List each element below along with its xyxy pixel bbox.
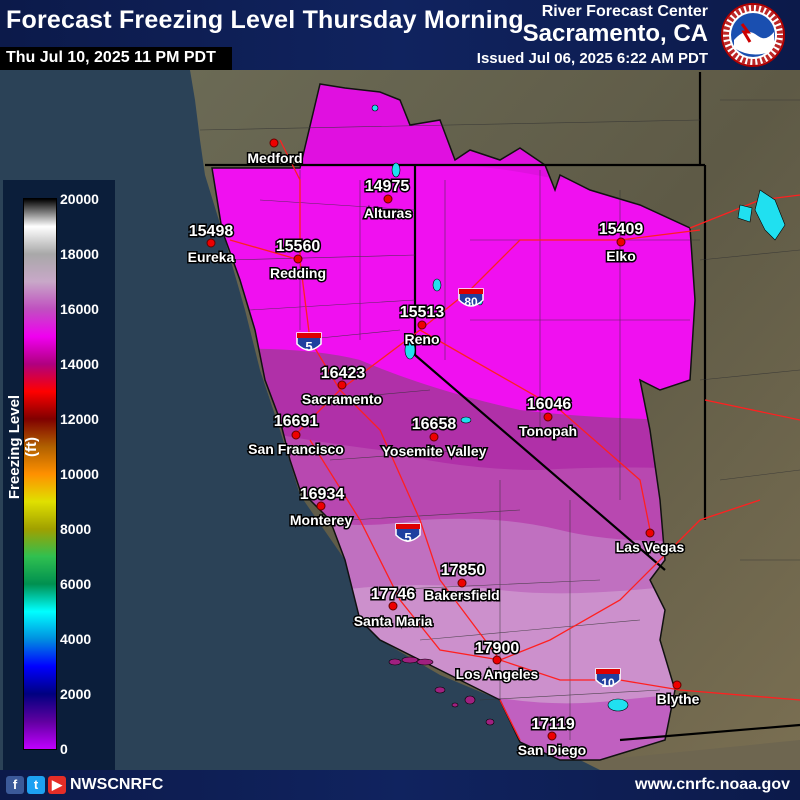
legend-tick: 14000 xyxy=(60,356,99,372)
svg-text:14975: 14975 xyxy=(365,178,410,195)
legend-tick: 0 xyxy=(60,741,68,757)
legend-tick: 2000 xyxy=(60,686,92,702)
station-los-angeles: 17900 Los Angeles xyxy=(454,639,540,684)
station-santa-maria: 17746 Santa Maria xyxy=(352,585,434,631)
legend-title: Freezing Level (ft) xyxy=(6,394,40,500)
svg-text:17850: 17850 xyxy=(441,562,486,579)
svg-text:16658: 16658 xyxy=(412,416,457,433)
svg-text:San Francisco: San Francisco xyxy=(248,441,344,457)
station-reno: 15513 Reno xyxy=(398,303,446,349)
station-redding: 15560 Redding xyxy=(269,237,328,283)
youtube-icon[interactable]: ▶ xyxy=(48,776,66,794)
svg-text:5: 5 xyxy=(305,339,312,354)
svg-text:15513: 15513 xyxy=(400,304,445,321)
svg-text:Bakersfield: Bakersfield xyxy=(424,587,499,603)
station-san-diego: 17119 San Diego xyxy=(516,715,587,760)
svg-text:17900: 17900 xyxy=(475,640,520,657)
legend-tick: 4000 xyxy=(60,631,92,647)
station-sacramento: 16423 Sacramento xyxy=(300,364,383,409)
svg-text:5: 5 xyxy=(404,530,411,545)
svg-text:Los Angeles: Los Angeles xyxy=(456,666,539,682)
legend-tick: 18000 xyxy=(60,246,99,262)
station-medford: Medford xyxy=(246,138,304,168)
center-label: River Forecast Center xyxy=(541,3,708,20)
station-bakersfield: 17850 Bakersfield xyxy=(423,561,501,605)
svg-text:Las Vegas: Las Vegas xyxy=(616,539,685,555)
interstate-shield-5-south: 5 xyxy=(395,523,421,545)
interstate-shield-5-north: 5 xyxy=(296,332,322,354)
svg-text:Monterey: Monterey xyxy=(290,512,352,528)
svg-text:Santa Maria: Santa Maria xyxy=(354,613,433,629)
svg-text:Elko: Elko xyxy=(606,248,636,264)
station-eureka: 15498 Eureka xyxy=(186,222,236,267)
svg-text:Yosemite Valley: Yosemite Valley xyxy=(382,443,487,459)
svg-text:Eureka: Eureka xyxy=(188,249,235,265)
legend-tick: 8000 xyxy=(60,521,92,537)
svg-text:80: 80 xyxy=(464,295,478,309)
interstate-shield-10: 10 xyxy=(595,668,621,690)
svg-text:Reno: Reno xyxy=(405,331,440,347)
station-elko: 15409 Elko xyxy=(597,220,645,266)
svg-text:16423: 16423 xyxy=(321,365,366,382)
svg-text:16934: 16934 xyxy=(300,486,345,503)
station-alturas: 14975 Alturas xyxy=(362,177,413,223)
svg-text:Medford: Medford xyxy=(247,150,302,166)
channel-islands xyxy=(388,656,495,726)
state-borders xyxy=(205,72,800,742)
valid-time: Thu Jul 10, 2025 11 PM PDT xyxy=(0,47,232,70)
facebook-icon[interactable]: f xyxy=(6,776,24,794)
website-link[interactable]: www.cnrfc.noaa.gov xyxy=(635,776,790,793)
station-yosemite-valley: 16658 Yosemite Valley xyxy=(380,415,488,461)
svg-text:16046: 16046 xyxy=(527,396,572,413)
svg-text:17746: 17746 xyxy=(371,586,416,603)
station-las-vegas: Las Vegas xyxy=(614,528,686,557)
svg-text:Tonopah: Tonopah xyxy=(519,423,577,439)
color-scale-bar xyxy=(23,198,57,750)
nws-logo-icon xyxy=(721,3,785,67)
svg-text:15560: 15560 xyxy=(276,238,321,255)
center-city: Sacramento, CA xyxy=(522,20,708,47)
forecast-area-outline xyxy=(211,83,696,761)
station-markers: Medford 14975 Alturas 15498 Eureka 15560… xyxy=(186,138,701,760)
svg-text:10: 10 xyxy=(601,676,615,690)
social-handle[interactable]: NWSCNRFC xyxy=(70,776,164,793)
map-canvas: 80 5 5 10 Medford 14975 Alturas xyxy=(0,70,800,770)
social-links: f t ▶ xyxy=(6,776,66,794)
svg-text:San Diego: San Diego xyxy=(518,742,586,758)
header-banner: Forecast Freezing Level Thursday Morning… xyxy=(0,0,800,70)
svg-text:Blythe: Blythe xyxy=(657,691,700,707)
freezing-level-map: 80 5 5 10 Medford 14975 Alturas xyxy=(0,70,800,770)
legend-tick: 12000 xyxy=(60,411,99,427)
legend-tick: 6000 xyxy=(60,576,92,592)
svg-text:Alturas: Alturas xyxy=(364,205,412,221)
legend-tick: 20000 xyxy=(60,191,99,207)
svg-text:17119: 17119 xyxy=(531,716,575,733)
footer-banner: f t ▶ NWSCNRFC www.cnrfc.noaa.gov xyxy=(0,770,800,800)
svg-text:Sacramento: Sacramento xyxy=(302,391,382,407)
svg-text:16691: 16691 xyxy=(274,413,319,430)
svg-text:Redding: Redding xyxy=(270,265,326,281)
issued-time: Issued Jul 06, 2025 6:22 AM PDT xyxy=(476,50,708,67)
svg-text:15498: 15498 xyxy=(189,223,234,240)
legend-tick: 16000 xyxy=(60,301,99,317)
legend-panel: Freezing Level (ft) 20000 18000 16000 14… xyxy=(3,180,115,770)
svg-text:15409: 15409 xyxy=(599,221,644,238)
interstate-shield-80: 80 xyxy=(458,288,484,309)
station-monterey: 16934 Monterey xyxy=(288,485,353,530)
twitter-icon[interactable]: t xyxy=(27,776,45,794)
legend-tick: 10000 xyxy=(60,466,99,482)
station-san-francisco: 16691 San Francisco xyxy=(247,412,346,459)
station-tonopah: 16046 Tonopah xyxy=(517,395,578,441)
map-title: Forecast Freezing Level Thursday Morning xyxy=(6,6,524,34)
station-blythe: Blythe xyxy=(655,680,701,709)
